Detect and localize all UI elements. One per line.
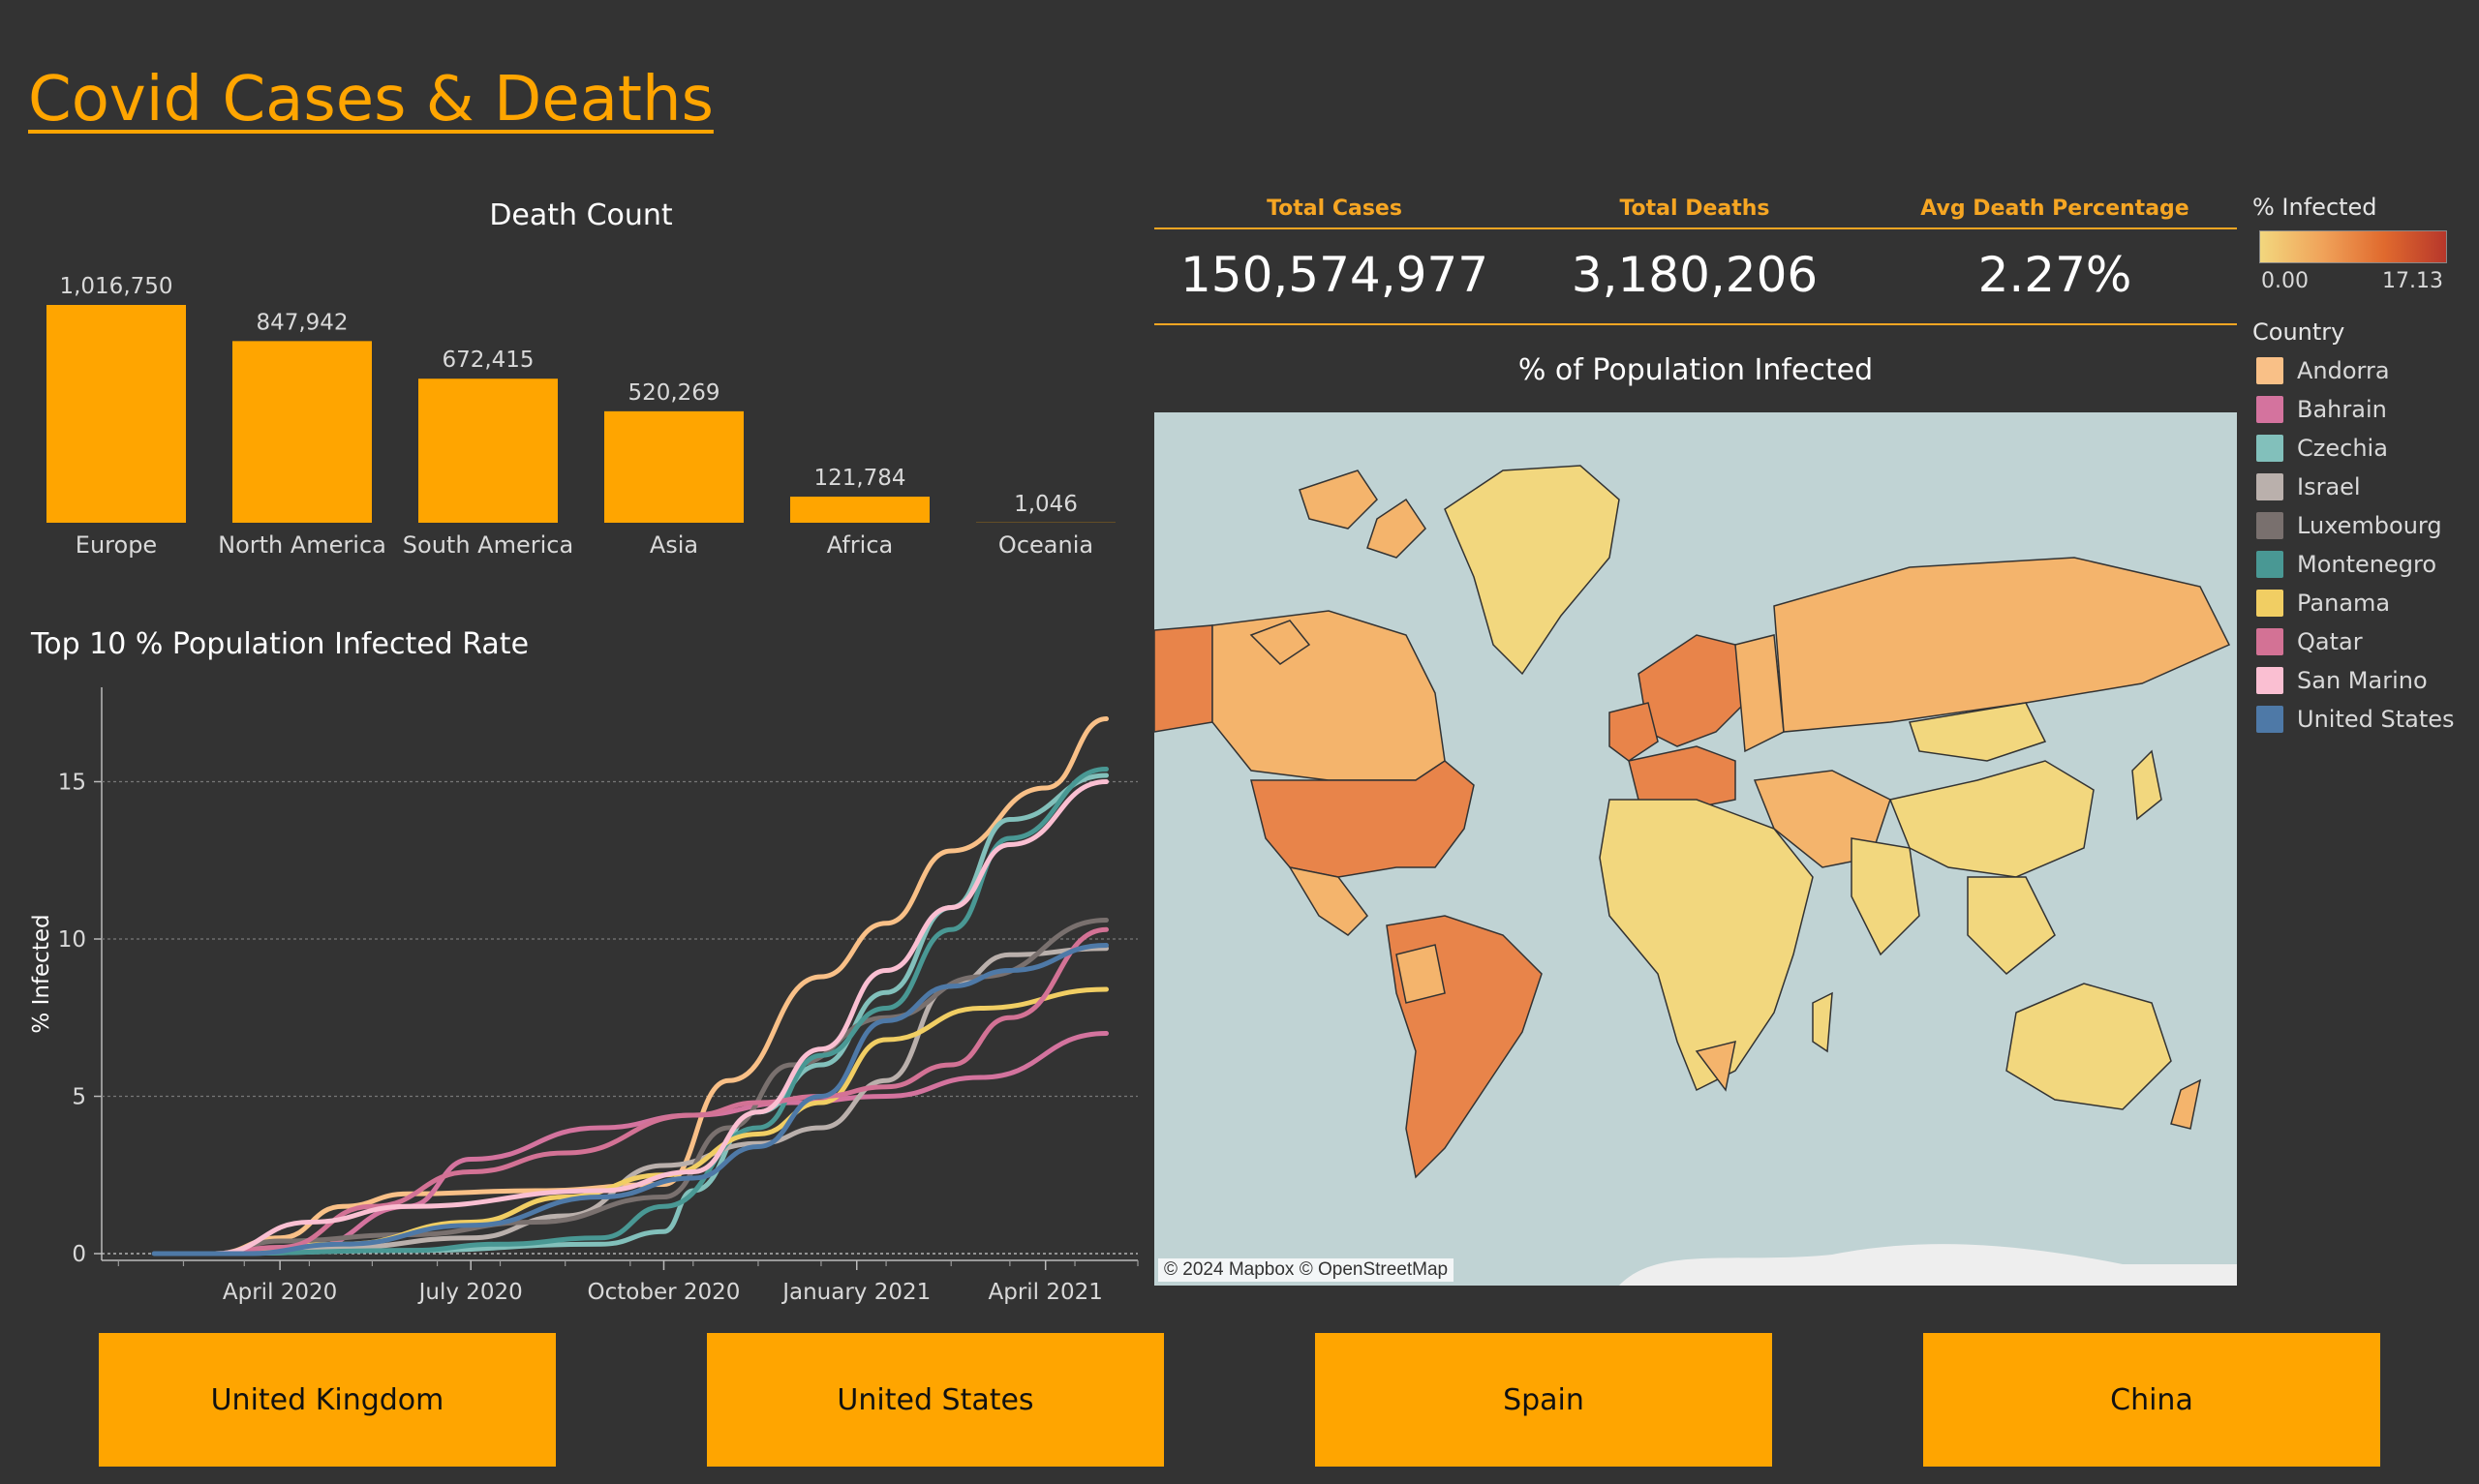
line-series-group [151, 716, 1110, 1257]
avg-death-pct-value: 2.27% [1977, 247, 2132, 303]
world-map[interactable]: © 2024 Mapbox © OpenStreetMap [1154, 412, 2237, 1286]
map-attribution[interactable]: © 2024 Mapbox © OpenStreetMap [1158, 1258, 1454, 1282]
x-tick-label: April 2021 [988, 1280, 1102, 1305]
legend-item-luxembourg[interactable]: Luxembourg [2256, 508, 2442, 543]
legend-label: Montenegro [2297, 551, 2437, 578]
filter-button-united-states[interactable]: United States [707, 1333, 1164, 1467]
filter-button-united-kingdom[interactable]: United Kingdom [99, 1333, 556, 1467]
series-line-montenegro[interactable] [212, 767, 1110, 1257]
total-deaths-label: Total Deaths [1619, 197, 1770, 221]
legend-swatch [2256, 357, 2283, 384]
legend-label: San Marino [2297, 667, 2428, 694]
total-cases-label: Total Cases [1267, 197, 1402, 221]
bar-europe[interactable] [46, 305, 186, 523]
legend-label: United States [2297, 706, 2455, 733]
legend-swatch [2256, 473, 2283, 500]
y-tick-label: 10 [58, 927, 86, 953]
bar-value-label: 1,016,750 [59, 274, 172, 299]
bar-value-label: 1,046 [1014, 492, 1078, 517]
legend-label: Czechia [2297, 435, 2388, 462]
total-cases-value: 150,574,977 [1179, 247, 1489, 303]
legend-label: Luxembourg [2297, 512, 2442, 539]
filter-button-spain[interactable]: Spain [1315, 1333, 1772, 1467]
death-count-title: Death Count [489, 198, 673, 232]
legend-label: Qatar [2297, 628, 2363, 655]
legend-swatch [2256, 396, 2283, 423]
bar-north-america[interactable] [232, 341, 372, 523]
bar-category-label: Africa [827, 531, 893, 559]
y-tick-label: 5 [72, 1085, 86, 1110]
legend-label: Andorra [2297, 357, 2390, 384]
legend-item-qatar[interactable]: Qatar [2256, 624, 2363, 659]
legend-item-united-states[interactable]: United States [2256, 702, 2455, 737]
bar-value-label: 847,942 [256, 310, 348, 335]
series-line-qatar[interactable] [212, 926, 1110, 1257]
legend-swatch [2256, 628, 2283, 655]
infected-color-scale [2259, 230, 2447, 263]
series-line-united-states[interactable] [151, 943, 1110, 1257]
infected-rate-line-chart: 0 5 10 15 April 2020 July 2020 October 2020 Jan… [29, 687, 1139, 1305]
series-line-san-marino[interactable] [212, 779, 1110, 1257]
page-title[interactable]: Covid Cases & Deaths [28, 64, 714, 136]
infected-legend-min: 0.00 [2261, 269, 2309, 293]
bar-africa[interactable] [790, 497, 930, 523]
bar-category-label: North America [218, 531, 386, 559]
legend-label: Panama [2297, 590, 2391, 617]
legend-item-czechia[interactable]: Czechia [2256, 431, 2388, 466]
y-tick-label: 15 [58, 771, 86, 796]
kpi-divider-top [1154, 227, 2237, 229]
legend-item-panama[interactable]: Panama [2256, 586, 2390, 621]
avg-death-pct-label: Avg Death Percentage [1920, 197, 2189, 221]
bar-value-label: 121,784 [813, 466, 905, 491]
filter-button-china[interactable]: China [1923, 1333, 2380, 1467]
world-map-shapes [1154, 465, 2237, 1286]
bar-south-america[interactable] [418, 379, 558, 523]
legend-label: Bahrain [2297, 396, 2387, 423]
bar-category-label: Oceania [998, 531, 1093, 559]
bar-value-label: 672,415 [442, 348, 534, 373]
bar-category-label: Asia [650, 531, 698, 559]
y-tick-label: 0 [72, 1242, 86, 1267]
x-tick-label: April 2020 [223, 1280, 337, 1305]
bar-asia[interactable] [604, 410, 744, 523]
series-line-bahrain[interactable] [212, 1031, 1110, 1257]
legend-label: Israel [2297, 473, 2361, 500]
legend-item-bahrain[interactable]: Bahrain [2256, 392, 2387, 427]
death-count-bar-chart: 1,016,750 Europe 847,942 North America 672,4… [46, 274, 1116, 559]
bar-category-label: Europe [76, 531, 157, 559]
map-title: % of Population Infected [1517, 353, 1874, 387]
legend-swatch [2256, 706, 2283, 733]
legend-swatch [2256, 551, 2283, 578]
bar-category-label: South America [403, 531, 573, 559]
legend-item-andorra[interactable]: Andorra [2256, 353, 2390, 388]
legend-swatch [2256, 435, 2283, 462]
total-deaths-value: 3,180,206 [1571, 247, 1819, 303]
infected-legend-title: % Infected [2252, 194, 2377, 221]
y-axis-label: % Infected [29, 914, 54, 1033]
bar-value-label: 520,269 [627, 380, 719, 406]
x-tick-label: July 2020 [417, 1280, 523, 1305]
legend-swatch [2256, 512, 2283, 539]
line-chart-axes: 0 5 10 15 April 2020 July 2020 October 2020 Jan… [29, 687, 1139, 1305]
legend-item-san-marino[interactable]: San Marino [2256, 663, 2428, 698]
series-line-luxembourg[interactable] [212, 918, 1110, 1257]
line-chart-title: Top 10 % Population Infected Rate [31, 627, 530, 661]
legend-swatch [2256, 590, 2283, 617]
kpi-divider-bottom [1154, 323, 2237, 325]
legend-swatch [2256, 667, 2283, 694]
country-legend-title: Country [2252, 318, 2345, 346]
x-tick-label: October 2020 [588, 1280, 741, 1305]
infected-legend-max: 17.13 [2382, 269, 2443, 293]
legend-item-israel[interactable]: Israel [2256, 469, 2361, 504]
x-tick-label: January 2021 [780, 1280, 931, 1305]
legend-item-montenegro[interactable]: Montenegro [2256, 547, 2436, 582]
series-line-andorra[interactable] [212, 716, 1110, 1257]
